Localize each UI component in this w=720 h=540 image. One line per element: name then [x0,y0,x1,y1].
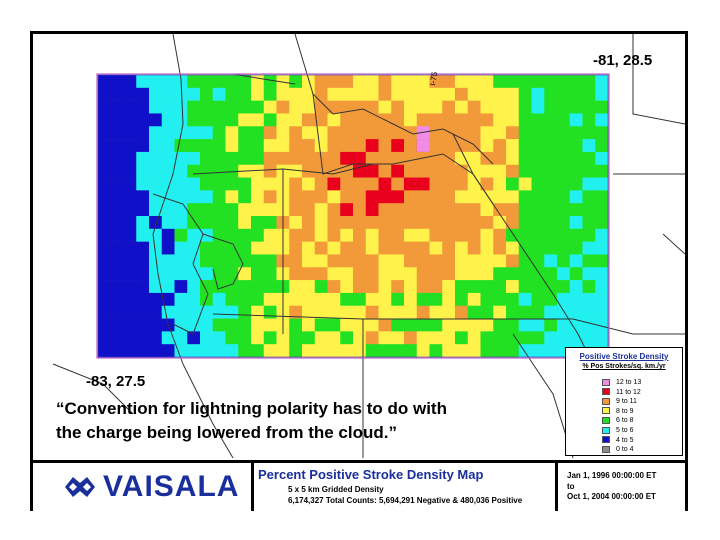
footer-counts: 6,174,327 Total Counts: 5,694,291 Negati… [288,496,523,505]
quote-line-2: the charge being lowered from the cloud.… [56,423,397,442]
legend-swatch [602,436,610,444]
northeast-coordinate: -81, 28.5 [593,52,653,69]
footer: VAISALA Percent Positive Stroke Density … [33,460,685,511]
legend-swatch [602,378,610,386]
legend-swatch [602,426,610,434]
legend: Positive Stroke Density % Pos Strokes/sq… [565,347,683,456]
southwest-coordinate: -83, 27.5 [86,373,146,390]
legend-item: 0 to 4 [602,445,634,454]
logo-text: VAISALA [103,470,240,503]
legend-swatch [602,407,610,415]
vaisala-logo: VAISALA [63,468,239,506]
legend-item: 4 to 5 [602,436,634,445]
legend-label: 5 to 6 [616,427,634,434]
county-boundaries [52,34,685,458]
legend-label: 11 to 12 [616,388,641,396]
legend-item: 9 to 11 [602,397,637,406]
legend-item: 8 to 9 [602,407,634,416]
quote-line-1: “Convention for lightning polarity has t… [56,399,447,418]
legend-label: 9 to 11 [616,398,637,406]
legend-label: 0 to 4 [616,446,634,454]
legend-label: 4 to 5 [616,436,634,444]
legend-label: 12 to 13 [616,379,642,386]
legend-title: Positive Stroke Density [579,352,669,361]
study-area-outline [96,73,610,359]
vaisala-logo-icon [65,477,95,497]
road-label: I-75 [428,71,439,87]
density-grid: I-75 [52,34,685,458]
legend-item: 5 to 6 [602,426,634,435]
legend-swatch [602,445,610,453]
density-map: I-75 [33,34,685,458]
legend-label: 8 to 9 [616,407,634,415]
legend-swatch [602,397,610,405]
legend-item: 12 to 13 [602,378,641,387]
legend-label: 6 to 8 [616,417,634,425]
legend-item: 11 to 12 [602,388,641,397]
footer-grid-info: 5 x 5 km Gridded Density [288,485,384,494]
footer-title: Percent Positive Stroke Density Map [258,467,484,482]
legend-swatch [602,388,610,396]
date-start: Jan 1, 1996 00:00:00 ET [567,471,657,480]
grid-cells [98,75,609,358]
date-end: Oct 1, 2004 00:00:00 ET [567,492,656,501]
date-to: to [567,482,575,491]
legend-item: 6 to 8 [602,416,634,425]
quote-text: “Convention for lightning polarity has t… [56,397,556,445]
legend-subtitle: % Pos Strokes/sq. km./yr [582,363,666,370]
legend-swatch [602,417,610,425]
